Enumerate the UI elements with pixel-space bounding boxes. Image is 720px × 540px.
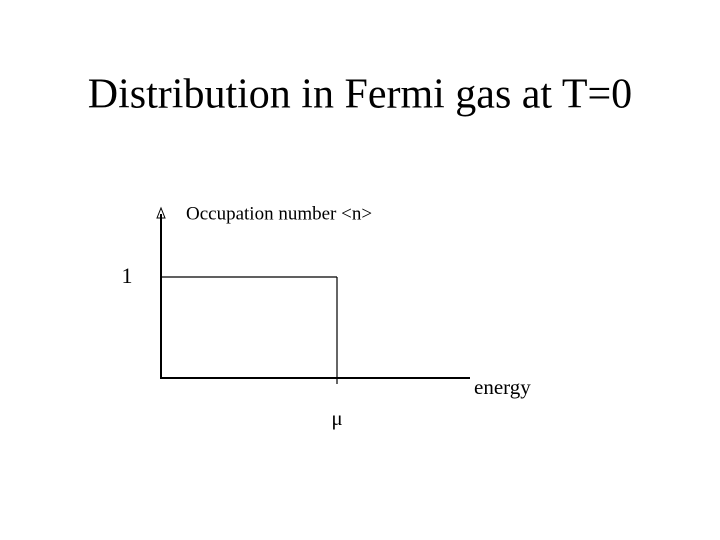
y-axis-label: Occupation number <n> [186,203,372,224]
y-axis-arrow [156,206,166,219]
slide-title: Distribution in Fermi gas at T=0 [88,72,632,118]
x-axis-label: energy [474,375,531,399]
y-tick-label: 1 [122,263,133,288]
x-tick-label: μ [331,406,342,430]
